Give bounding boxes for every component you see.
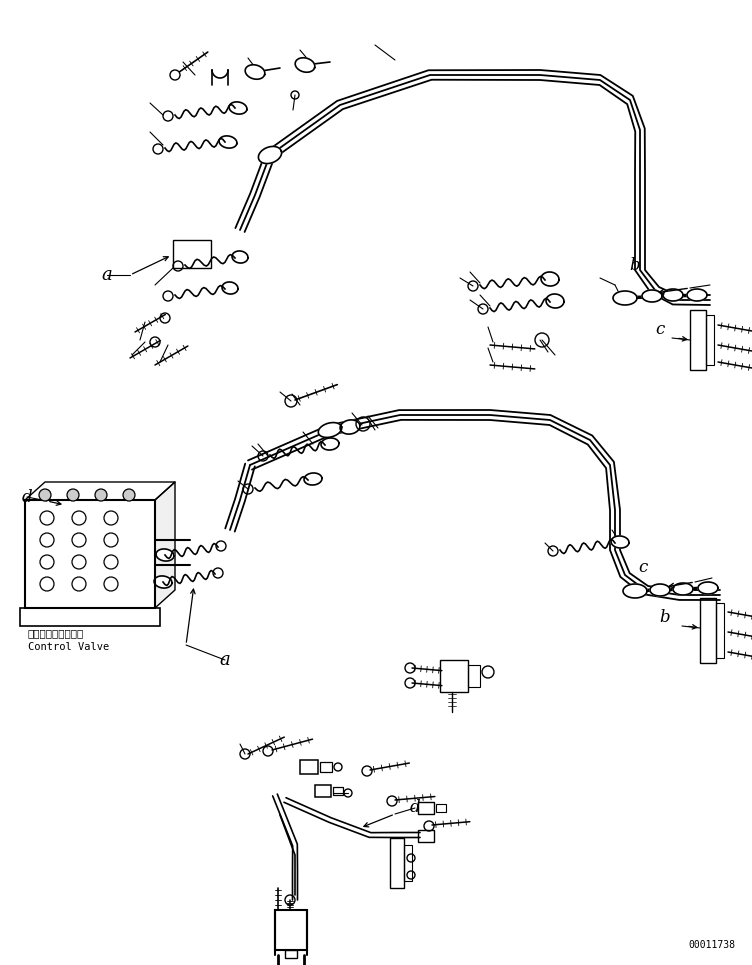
Polygon shape [318,423,341,437]
Text: c: c [656,321,665,339]
Polygon shape [245,65,265,79]
Polygon shape [663,289,683,301]
Polygon shape [232,251,248,263]
Polygon shape [304,473,322,485]
Bar [173,240,211,268]
Bar [716,603,724,658]
Circle shape [170,70,180,80]
Bar [25,500,155,608]
Text: c: c [638,559,647,575]
Polygon shape [219,136,237,148]
Polygon shape [611,536,629,548]
Bar [468,665,480,687]
Circle shape [123,489,135,501]
Polygon shape [340,420,360,434]
Text: b: b [660,609,670,625]
Bar [20,608,160,626]
Polygon shape [623,584,647,598]
Text: d: d [22,488,32,506]
Bar [315,785,331,797]
Polygon shape [613,291,637,305]
Bar [320,762,332,772]
Bar [418,802,434,814]
Bar [300,760,318,774]
Bar [436,804,446,812]
Polygon shape [698,582,718,594]
Polygon shape [546,294,564,308]
Polygon shape [222,282,238,294]
Text: コントロールバルブ: コントロールバルブ [28,628,84,638]
Text: a: a [220,651,230,669]
Text: a: a [102,266,112,284]
Bar [706,315,714,365]
Bar [275,910,307,950]
Bar [404,845,412,881]
Polygon shape [673,583,693,595]
Bar [333,787,343,795]
Text: Control Valve: Control Valve [28,642,109,652]
Polygon shape [296,58,315,72]
Bar [390,838,404,888]
Polygon shape [541,272,559,286]
Circle shape [95,489,107,501]
Bar [418,830,434,842]
Polygon shape [156,549,174,561]
Text: 00011738: 00011738 [688,940,735,950]
Text: b: b [629,257,640,273]
Bar [285,950,297,958]
Polygon shape [259,147,281,163]
Polygon shape [321,438,339,450]
Polygon shape [154,576,172,588]
Polygon shape [25,482,175,500]
Bar [690,310,706,370]
Circle shape [67,489,79,501]
Polygon shape [650,584,670,596]
Circle shape [39,489,51,501]
Text: d: d [410,799,420,816]
Bar [700,598,716,663]
Polygon shape [687,289,707,301]
Polygon shape [642,290,662,302]
Polygon shape [229,102,247,114]
Polygon shape [155,482,175,608]
Bar [440,660,468,692]
